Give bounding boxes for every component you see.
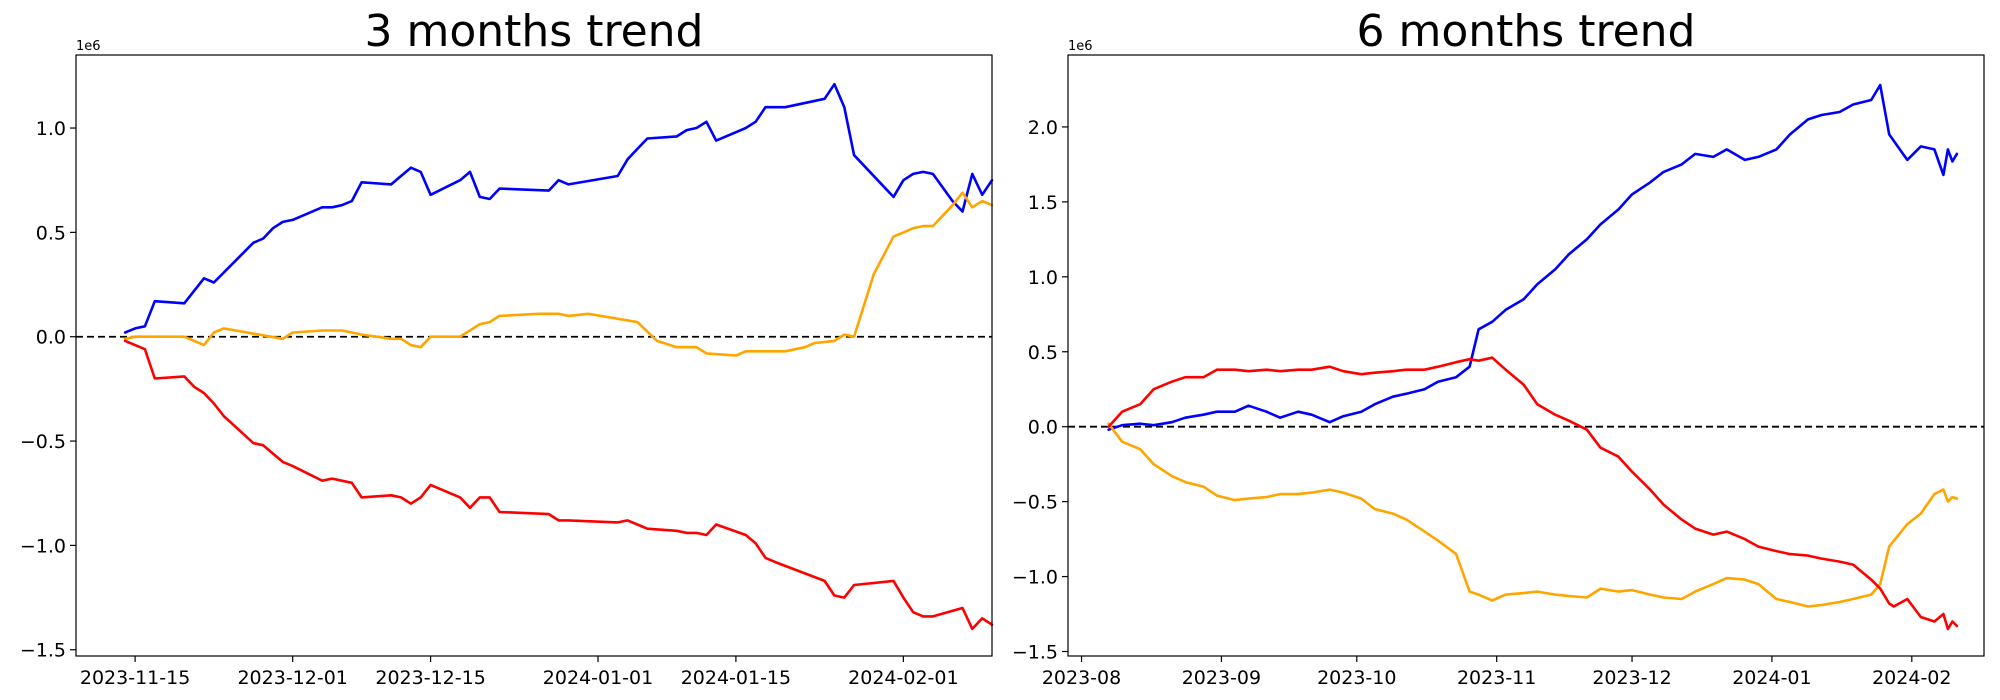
axes-frame [1067,54,1985,657]
y-tick-label: 0.0 [1028,417,1058,439]
y-tick-label: 0.5 [1028,342,1058,364]
x-tick-label: 2024-01 [1732,667,1811,689]
y-tick-label: −0.5 [20,431,66,453]
y-axis-multiplier: 1e6 [1068,39,1093,54]
series-line-1 [123,191,994,357]
y-tick-label: −1.0 [20,535,66,557]
chart-3-months: 3 months trend 1e6 2023-11-15 2023-12-01 2… [20,6,994,689]
series-line-1 [1107,422,1959,608]
y-tick-label: 1.0 [1028,267,1058,289]
y-tick-label: −0.5 [1012,492,1058,514]
x-tick-label: 2023-11 [1457,667,1536,689]
x-tick-label: 2024-02 [1872,667,1951,689]
chart-6-months: 6 months trend 1e6 2023-08 2023-09 2023-10… [1012,6,1985,689]
chart-title: 6 months trend [1357,6,1696,57]
y-axis-multiplier: 1e6 [76,39,101,54]
x-tick-label: 2024-01-01 [543,667,653,689]
plot-area [1068,55,1984,656]
x-tick-label: 2023-12-01 [237,667,347,689]
x-tick-label: 2023-10 [1317,667,1396,689]
y-tick-label: 0.0 [36,327,66,349]
x-tick-label: 2023-12 [1592,667,1671,689]
y-tick-label: 2.0 [1028,117,1058,139]
y-tick-label: −1.5 [20,640,66,662]
series-line-0 [1107,83,1959,432]
x-tick-label: 2023-09 [1182,667,1261,689]
series-line-2 [1107,356,1959,631]
axes-frame [75,54,993,657]
plot-area [76,55,992,656]
y-tick-label: −1.5 [1012,642,1058,664]
y-tick-label: 1.0 [36,118,66,140]
x-tick-label: 2023-11-15 [80,667,190,689]
series-line-0 [123,82,994,334]
y-tick-label: −1.0 [1012,567,1058,589]
y-tick-label: 1.5 [1028,192,1058,214]
x-tick-label: 2023-08 [1042,667,1121,689]
x-tick-label: 2024-01-15 [681,667,791,689]
x-tick-label: 2024-02-01 [848,667,958,689]
series-line-2 [123,339,994,631]
x-tick-label: 2023-12-15 [375,667,485,689]
y-tick-label: 0.5 [36,222,66,244]
chart-title: 3 months trend [365,6,704,57]
